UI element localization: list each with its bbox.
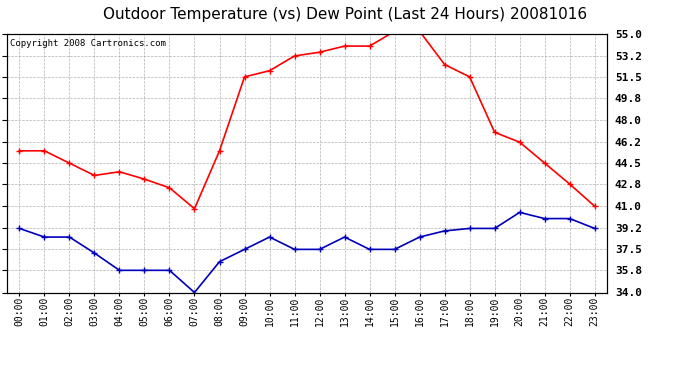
Text: Copyright 2008 Cartronics.com: Copyright 2008 Cartronics.com (10, 39, 166, 48)
Text: Outdoor Temperature (vs) Dew Point (Last 24 Hours) 20081016: Outdoor Temperature (vs) Dew Point (Last… (103, 8, 587, 22)
